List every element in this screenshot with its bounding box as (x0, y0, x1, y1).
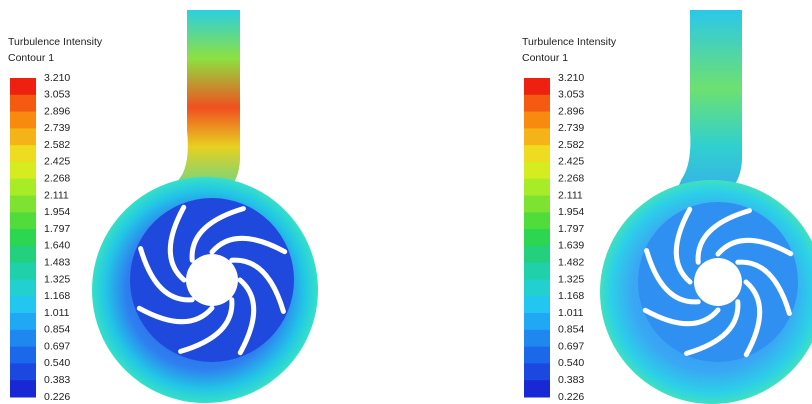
legend-tick-label: 0.697 (44, 340, 70, 352)
color-band (10, 363, 36, 380)
color-band (524, 313, 550, 330)
color-band (10, 145, 36, 162)
legend-tick-label: 3.210 (558, 72, 584, 84)
color-band (524, 128, 550, 145)
legend-tick-label: 1.797 (558, 223, 584, 235)
legend-tick-label: 0.540 (44, 357, 70, 369)
legend-tick-label: 0.226 (558, 391, 584, 403)
color-band (524, 330, 550, 347)
legend-tick-label: 2.268 (558, 173, 584, 185)
legend-title: Turbulence Intensity (8, 36, 103, 48)
legend-subtitle: Contour 1 (8, 52, 54, 64)
legend-tick-label: 2.739 (558, 122, 584, 134)
color-band (10, 179, 36, 196)
color-band (524, 196, 550, 213)
legend-tick-label: 1.640 (44, 240, 70, 252)
color-band (10, 246, 36, 263)
color-band (524, 296, 550, 313)
color-band (524, 380, 550, 397)
legends: Turbulence Intensity Contour 1 3.210 3.053 2… (8, 36, 617, 403)
legend-tick-label: 1.797 (44, 223, 70, 235)
legend-tick-label: 0.226 (44, 391, 70, 403)
legend-tick-label: 0.383 (558, 374, 584, 386)
color-band (524, 95, 550, 112)
legend-tick-label: 1.954 (44, 206, 70, 218)
legend-tick-label: 1.639 (558, 240, 584, 252)
legend-tick-label: 2.111 (558, 189, 583, 201)
legend-title: Turbulence Intensity (522, 36, 617, 48)
legend-tick-label: 1.483 (44, 256, 70, 268)
hub (694, 258, 742, 306)
color-band (10, 196, 36, 213)
color-band (524, 279, 550, 296)
legend-tick-label: 3.053 (558, 89, 584, 101)
outlet-pipe (678, 10, 742, 205)
outlet-pipe (174, 10, 240, 205)
figure: Turbulence Intensity Contour 1 3.210 3.053 2… (0, 0, 812, 404)
color-band (524, 263, 550, 280)
color-band (10, 162, 36, 179)
color-band (10, 78, 36, 95)
legend-tick-label: 0.854 (558, 324, 584, 336)
color-band (524, 145, 550, 162)
legend-tick-label: 2.425 (44, 156, 70, 168)
legend-tick-label: 0.697 (558, 340, 584, 352)
legend-tick-label: 2.425 (558, 156, 584, 168)
pump-left (92, 10, 318, 403)
color-band (524, 212, 550, 229)
legend-tick-label: 1.168 (44, 290, 70, 302)
legend-tick-label: 1.482 (558, 256, 584, 268)
legend-tick-label: 2.268 (44, 173, 70, 185)
color-band (10, 263, 36, 280)
color-band (10, 229, 36, 246)
color-band (524, 162, 550, 179)
color-band (10, 95, 36, 112)
color-band (524, 112, 550, 129)
color-band (10, 212, 36, 229)
legend-tick-label: 3.053 (44, 89, 70, 101)
legend-tick-label: 0.383 (44, 374, 70, 386)
color-band (10, 128, 36, 145)
color-band (10, 380, 36, 397)
legend-tick-label: 2.111 (44, 189, 69, 201)
legend-tick-label: 2.582 (44, 139, 70, 151)
legend-tick-label: 1.011 (558, 307, 584, 319)
color-band (524, 246, 550, 263)
color-band (524, 78, 550, 95)
legend-subtitle: Contour 1 (522, 52, 568, 64)
legend-tick-label: 1.954 (558, 206, 584, 218)
page: Turbulence Intensity Contour 1 3.210 3.053 2… (0, 0, 812, 404)
color-band (524, 363, 550, 380)
legend-tick-label: 1.325 (558, 273, 584, 285)
legend-tick-label: 3.210 (44, 72, 70, 84)
color-band (10, 347, 36, 364)
legend-tick-label: 1.325 (44, 273, 70, 285)
legend-tick-label: 2.582 (558, 139, 584, 151)
legend-tick-label: 2.896 (558, 105, 584, 117)
legend-tick-label: 0.540 (558, 357, 584, 369)
color-band (10, 313, 36, 330)
legend-tick-label: 2.739 (44, 122, 70, 134)
color-band (524, 229, 550, 246)
color-band (10, 296, 36, 313)
color-band (10, 279, 36, 296)
legend-tick-label: 1.168 (558, 290, 584, 302)
color-band (524, 347, 550, 364)
hub (186, 254, 238, 306)
legend-tick-label: 1.011 (44, 307, 70, 319)
pump-right (600, 10, 812, 404)
color-band (10, 112, 36, 129)
color-band (524, 179, 550, 196)
color-band (10, 330, 36, 347)
legend-tick-label: 0.854 (44, 324, 70, 336)
legend-tick-label: 2.896 (44, 105, 70, 117)
